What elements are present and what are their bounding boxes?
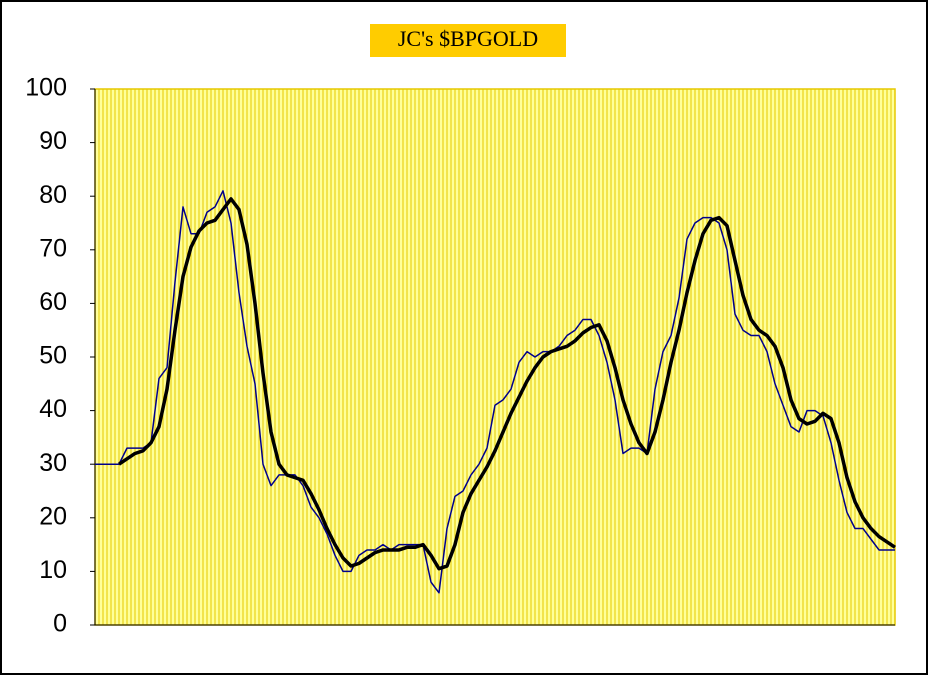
y-tick-label: 80: [39, 181, 67, 209]
y-tick-label: 90: [39, 127, 67, 155]
title-background: [370, 24, 566, 57]
series-line: [95, 190, 895, 594]
plot: [94, 88, 896, 626]
y-tick-label: 50: [39, 342, 67, 370]
chart-title: JC's $BPGOLD: [398, 26, 538, 51]
y-tick-label: 20: [39, 502, 67, 530]
series-line: [118, 197, 896, 571]
y-tick-label: 0: [53, 610, 67, 638]
y-tick-label: 40: [39, 395, 67, 423]
y-tick-label: 70: [39, 234, 67, 262]
y-tick-label: 60: [39, 288, 67, 316]
y-tick-label: 100: [25, 74, 67, 102]
y-tick-label: 10: [39, 556, 67, 584]
y-tick-label: 30: [39, 449, 67, 477]
